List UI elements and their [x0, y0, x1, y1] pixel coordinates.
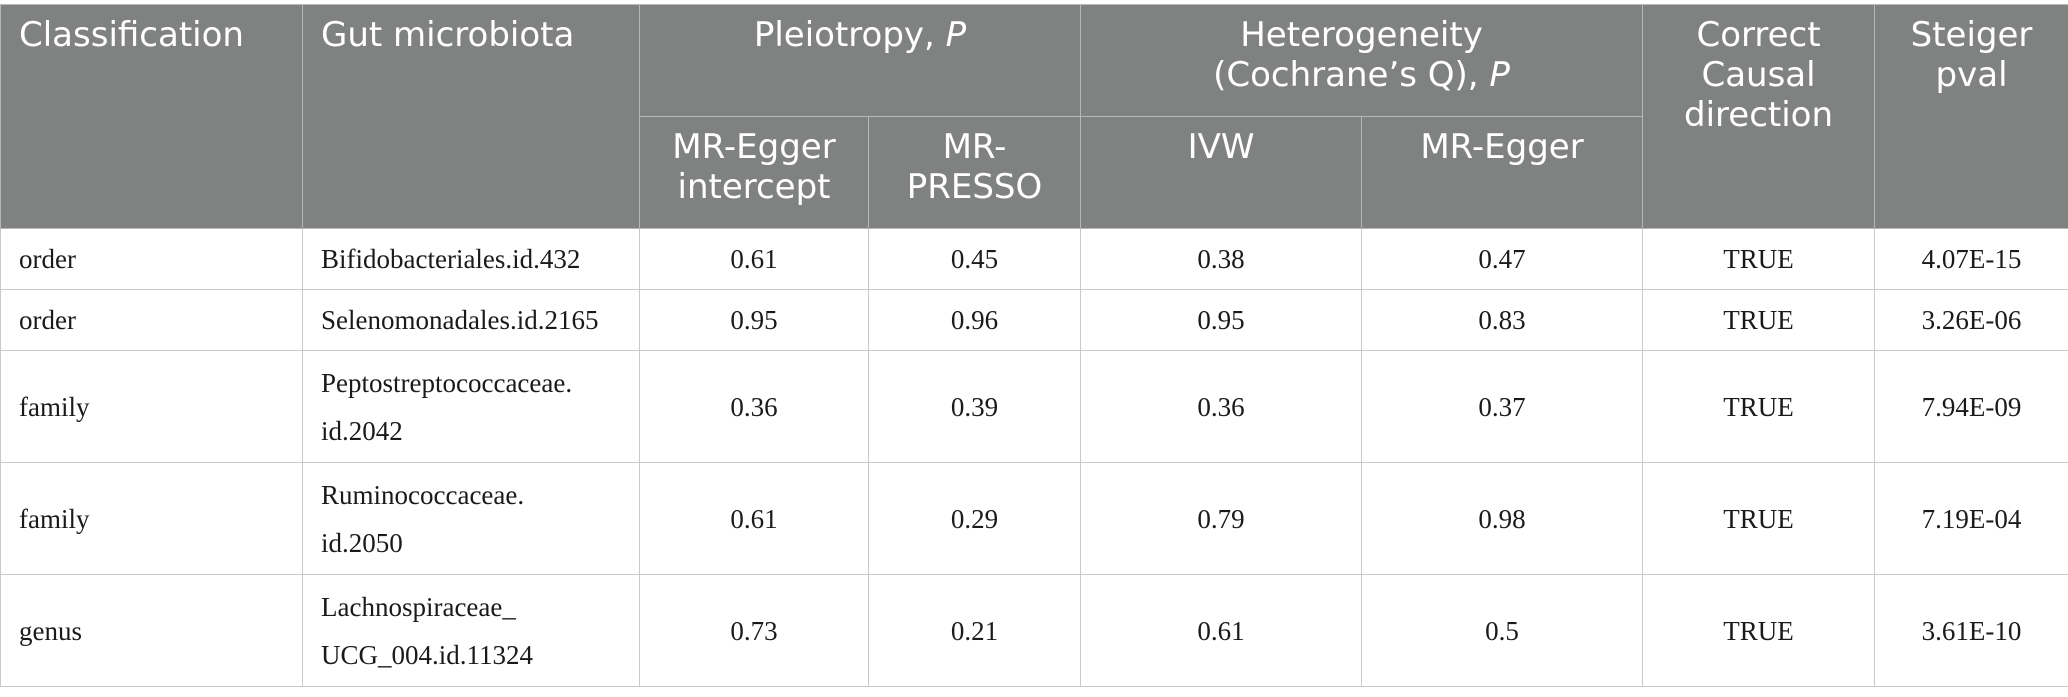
cell-steiger: 7.19E-04 — [1874, 462, 2068, 575]
cell-direction: TRUE — [1642, 574, 1876, 687]
header-row-2: MR-Egger intercept MR-PRESSO IVW MR-Egge… — [1, 116, 2068, 229]
cell-presso: 0.45 — [867, 228, 1082, 290]
cell-egger: 0.47 — [1361, 228, 1644, 290]
cell-microbiota: Ruminococcaceae. id.2050 — [302, 462, 640, 575]
header-ivw: IVW — [1080, 116, 1363, 229]
cell-ivw: 0.38 — [1080, 228, 1363, 290]
cell-microbiota: Bifidobacteriales.id.432 — [302, 228, 640, 290]
header-gut-microbiota: Gut microbiota — [302, 4, 640, 229]
cell-egger-intercept: 0.73 — [639, 574, 869, 687]
microbiota-line: id.2042 — [321, 415, 403, 446]
heterogeneity-line1: Heterogeneity — [1240, 15, 1483, 55]
header-mr-egger: MR-Egger — [1361, 116, 1644, 229]
cell-presso: 0.29 — [867, 462, 1082, 575]
heterogeneity-p: P — [1489, 55, 1510, 95]
header-heterogeneity: Heterogeneity (Cochrane’s Q), P — [1080, 4, 1644, 117]
cell-steiger: 3.26E-06 — [1874, 289, 2068, 351]
pleiotropy-p: P — [945, 15, 967, 55]
pleiotropy-label: Pleiotropy, — [753, 15, 946, 55]
header-row-1: Classification Gut microbiota Pleiotropy… — [0, 4, 2068, 229]
cell-direction: TRUE — [1642, 289, 1876, 351]
cell-presso: 0.39 — [867, 350, 1082, 463]
cell-direction: TRUE — [1642, 350, 1876, 463]
microbiota-line: Selenomonadales.id.2165 — [321, 305, 599, 335]
cell-presso: 0.21 — [867, 574, 1082, 687]
cell-microbiota: Selenomonadales.id.2165 — [302, 289, 640, 351]
cell-classification: genus — [0, 574, 303, 687]
cell-ivw: 0.95 — [1080, 289, 1363, 351]
heterogeneity-line2: (Cochrane’s Q), — [1213, 55, 1490, 95]
header-mr-presso: MR-PRESSO — [867, 116, 1082, 229]
results-table: Classification Gut microbiota Pleiotropy… — [0, 4, 2068, 687]
header-correct-causal-direction: Correct Causal direction — [1642, 4, 1876, 229]
header-classification: Classification — [0, 4, 303, 229]
table-row: genus Lachnospiraceae_ UCG_004.id.11324 0… — [0, 574, 2068, 687]
cell-direction: TRUE — [1642, 228, 1876, 290]
cell-egger-intercept: 0.61 — [639, 228, 869, 290]
cell-steiger: 7.94E-09 — [1874, 350, 2068, 463]
microbiota-line: Bifidobacteriales.id.432 — [321, 244, 581, 274]
cell-ivw: 0.79 — [1080, 462, 1363, 575]
table-row: family Peptostreptococcaceae. id.2042 0.3… — [0, 350, 2068, 463]
header-mr-egger-intercept: MR-Egger intercept — [639, 116, 869, 229]
microbiota-line: id.2050 — [321, 527, 403, 558]
cell-microbiota: Lachnospiraceae_ UCG_004.id.11324 — [302, 574, 640, 687]
cell-egger: 0.37 — [1361, 350, 1644, 463]
cell-steiger: 4.07E-15 — [1874, 228, 2068, 290]
cell-classification: family — [0, 350, 303, 463]
cell-egger: 0.5 — [1361, 574, 1644, 687]
cell-classification: family — [0, 462, 303, 575]
cell-egger-intercept: 0.95 — [639, 289, 869, 351]
microbiota-line: Peptostreptococcaceae. — [321, 367, 573, 398]
cell-egger: 0.98 — [1361, 462, 1644, 575]
table-row: order Selenomonadales.id.2165 0.95 0.96 … — [0, 289, 2068, 351]
cell-direction: TRUE — [1642, 462, 1876, 575]
cell-egger: 0.83 — [1361, 289, 1644, 351]
microbiota-line: Ruminococcaceae. — [321, 479, 525, 510]
table-row: order Bifidobacteriales.id.432 0.61 0.45… — [0, 228, 2068, 290]
cell-microbiota: Peptostreptococcaceae. id.2042 — [302, 350, 640, 463]
cell-steiger: 3.61E-10 — [1874, 574, 2068, 687]
header-steiger-pval: Steiger pval — [1874, 4, 2068, 229]
cell-egger-intercept: 0.36 — [639, 350, 869, 463]
cell-presso: 0.96 — [867, 289, 1082, 351]
table-row: family Ruminococcaceae. id.2050 0.61 0.29… — [0, 462, 2068, 575]
cell-classification: order — [0, 289, 303, 351]
microbiota-line: UCG_004.id.11324 — [321, 639, 534, 670]
header-pleiotropy: Pleiotropy, P — [638, 4, 1082, 117]
microbiota-line: Lachnospiraceae_ — [321, 591, 516, 622]
cell-classification: order — [0, 228, 303, 290]
cell-ivw: 0.61 — [1080, 574, 1363, 687]
cell-ivw: 0.36 — [1080, 350, 1363, 463]
cell-egger-intercept: 0.61 — [639, 462, 869, 575]
